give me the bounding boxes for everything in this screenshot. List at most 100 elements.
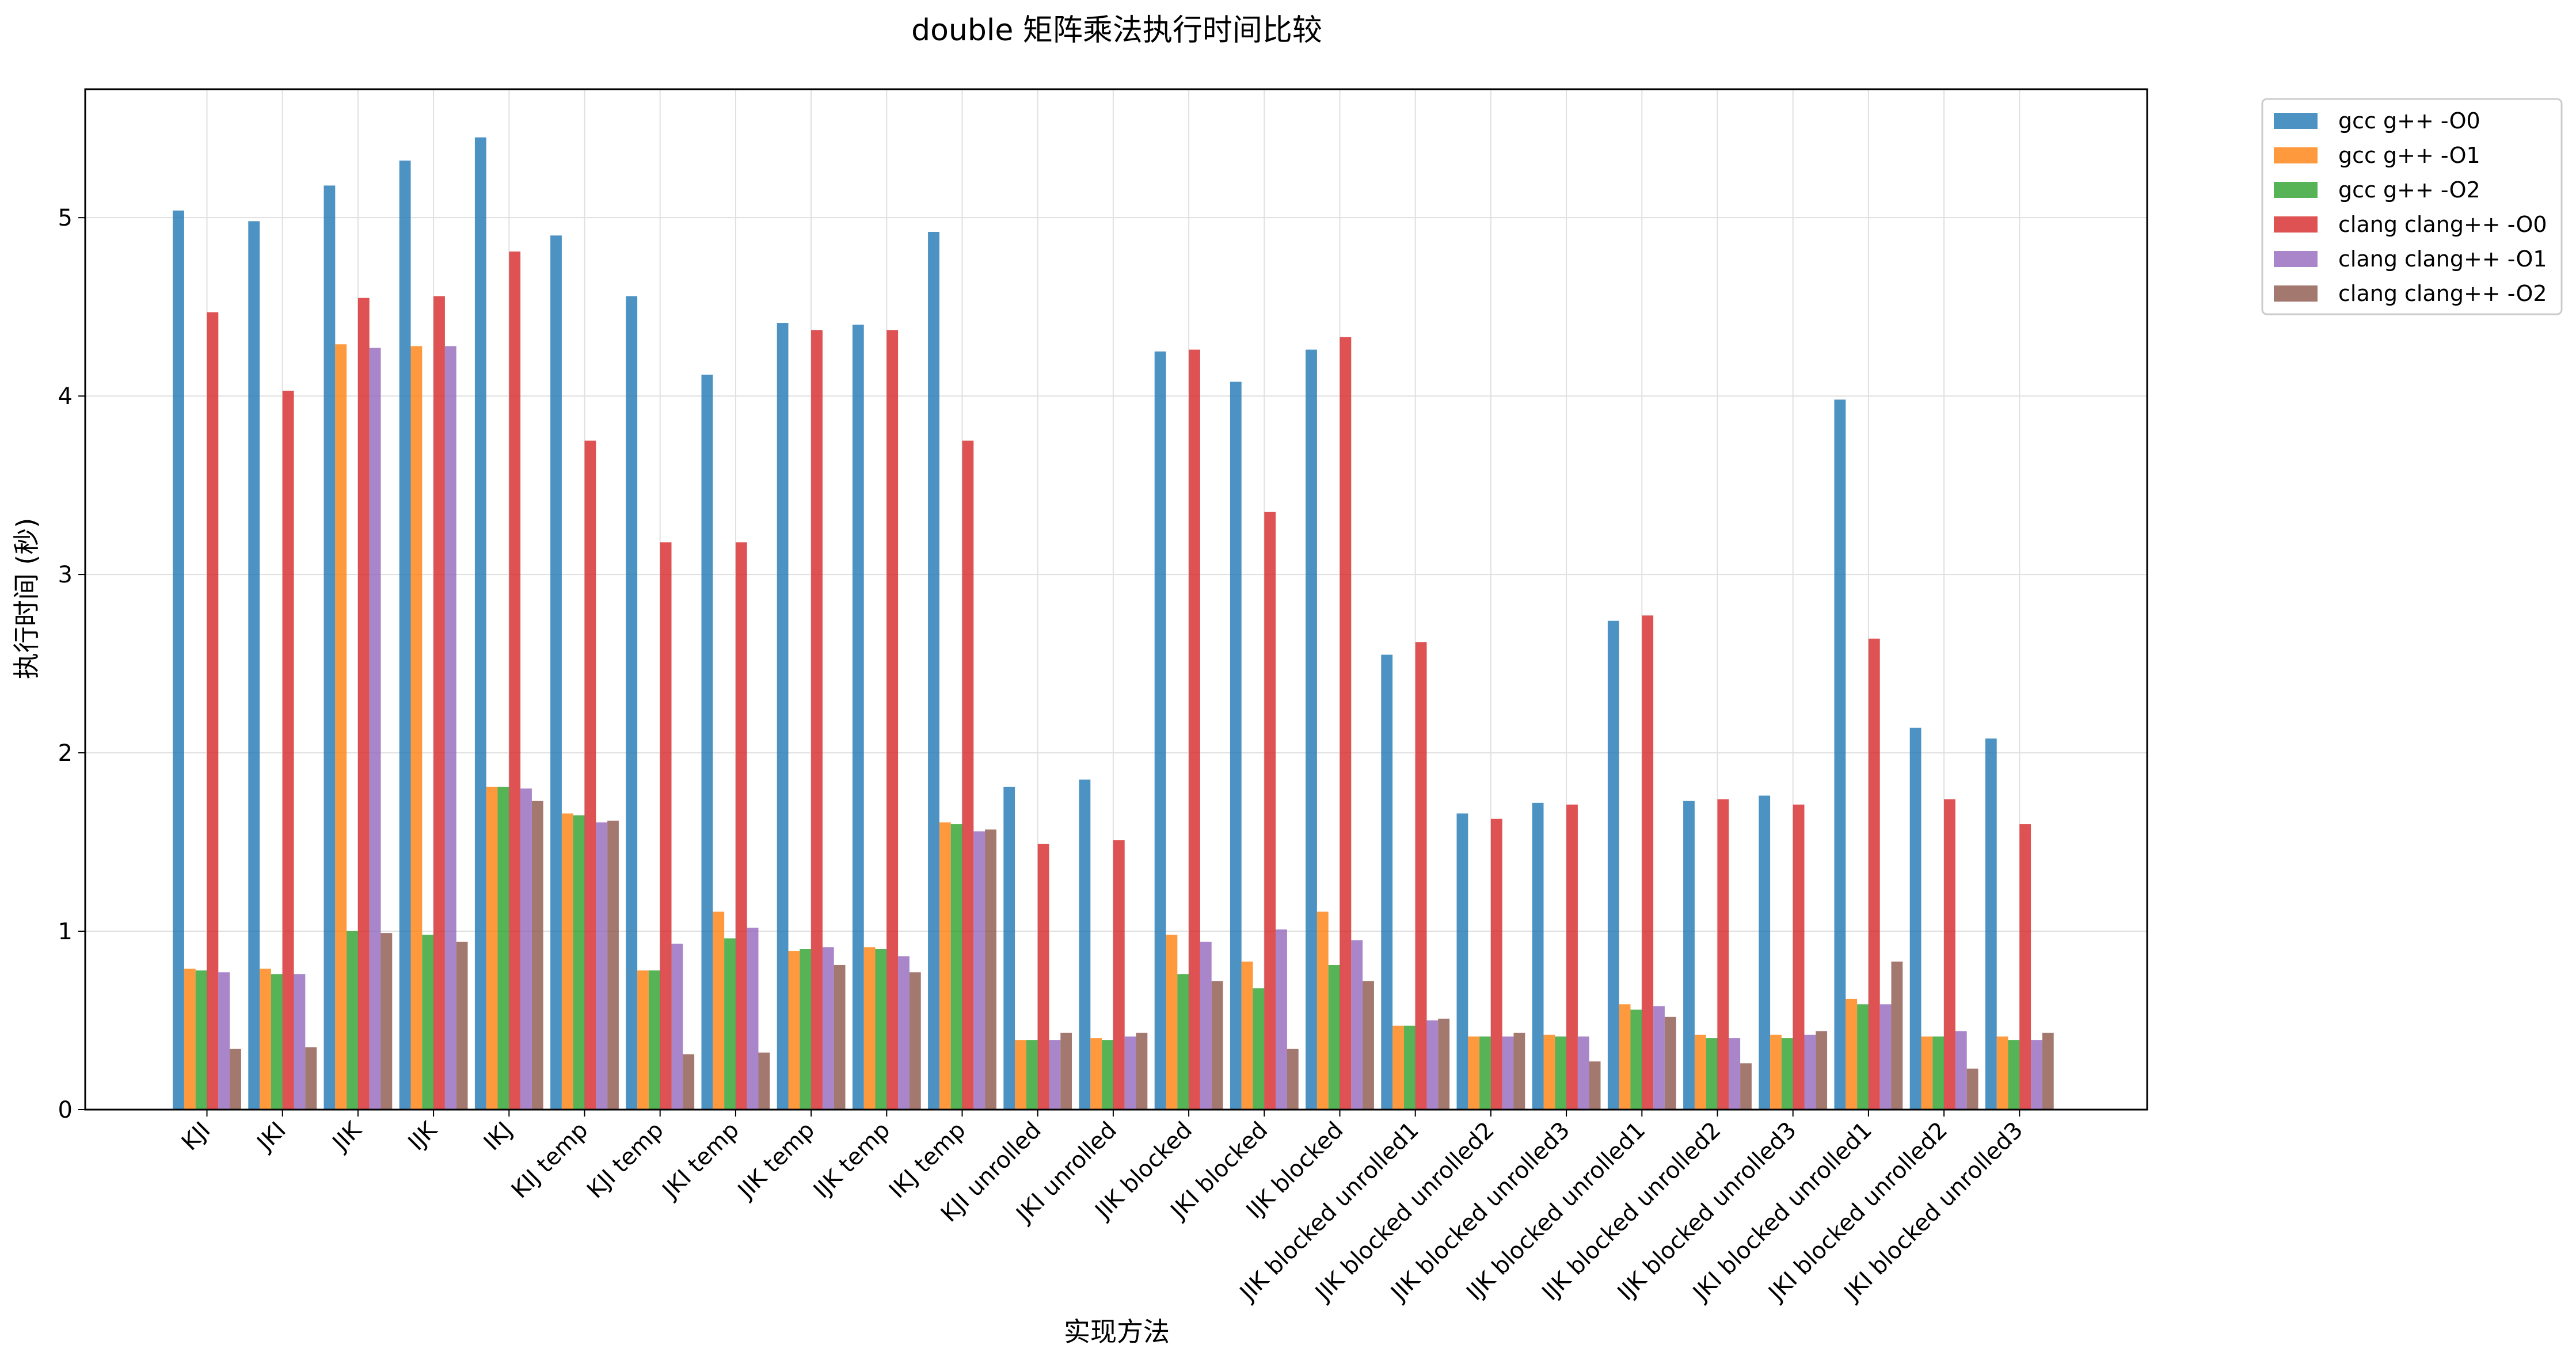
bar	[1513, 1032, 1525, 1110]
bar	[195, 970, 207, 1110]
bar	[1664, 1016, 1676, 1110]
bar	[1003, 786, 1015, 1110]
bar	[474, 137, 486, 1110]
bar	[863, 947, 876, 1110]
bar	[2042, 1032, 2054, 1110]
bar	[671, 943, 683, 1110]
bar	[399, 160, 411, 1110]
bar	[909, 972, 921, 1110]
bar	[1306, 349, 1317, 1110]
bar	[660, 542, 672, 1110]
bar	[1381, 654, 1393, 1110]
bar	[939, 822, 951, 1110]
legend-swatch	[2274, 147, 2318, 163]
bar	[1589, 1061, 1601, 1110]
bar	[758, 1052, 770, 1110]
bar	[357, 298, 370, 1110]
bar	[1211, 981, 1223, 1110]
bar	[1415, 642, 1427, 1110]
bar	[282, 390, 294, 1110]
bar	[1177, 974, 1189, 1110]
legend-label: clang clang++ -O2	[2338, 281, 2547, 306]
bar	[335, 344, 347, 1110]
bar	[1253, 988, 1265, 1110]
legend-frame	[2261, 98, 2563, 315]
bar	[1403, 1026, 1416, 1110]
bar	[531, 801, 543, 1110]
bar	[584, 440, 596, 1110]
bar	[1264, 512, 1276, 1110]
bar	[1642, 615, 1654, 1110]
legend-swatch	[2274, 216, 2318, 233]
bar	[561, 813, 573, 1110]
bar	[1985, 738, 1997, 1110]
bar	[369, 348, 381, 1110]
bar	[607, 820, 619, 1110]
bar	[1846, 999, 1858, 1110]
bar	[173, 210, 184, 1110]
bar	[875, 949, 887, 1110]
bar	[1166, 935, 1178, 1110]
bar	[637, 970, 649, 1110]
bar	[1804, 1034, 1816, 1110]
bar	[1241, 961, 1253, 1110]
bar	[305, 1047, 317, 1110]
bar	[509, 252, 521, 1110]
bar	[550, 235, 562, 1110]
bar	[1136, 1032, 1148, 1110]
bar	[1630, 1009, 1642, 1110]
bar	[800, 949, 812, 1110]
bar	[1392, 1026, 1404, 1110]
chart-title: double 矩阵乘法执行时间比较	[911, 13, 1322, 48]
bar	[822, 947, 834, 1110]
bar	[1944, 799, 1955, 1110]
bar	[1049, 1040, 1061, 1110]
bar	[422, 935, 434, 1110]
bar	[1921, 1036, 1933, 1110]
bar	[1102, 1040, 1113, 1110]
bar	[1468, 1036, 1480, 1110]
bar	[1706, 1038, 1718, 1110]
bar	[184, 969, 196, 1110]
y-tick-label: 0	[58, 1097, 73, 1123]
bar	[294, 974, 306, 1110]
bar	[1555, 1036, 1567, 1110]
bar	[260, 969, 271, 1110]
bar	[1577, 1036, 1589, 1110]
bar	[1079, 779, 1091, 1110]
bar	[380, 933, 393, 1110]
bar	[626, 296, 638, 1110]
bar	[456, 942, 468, 1110]
bar	[1316, 911, 1329, 1110]
bar	[1834, 399, 1846, 1110]
bar	[596, 822, 608, 1110]
bar	[811, 330, 823, 1110]
bar	[683, 1054, 695, 1110]
bar	[497, 786, 509, 1110]
bar	[1566, 804, 1578, 1110]
bar	[1868, 638, 1880, 1110]
bar	[1090, 1038, 1102, 1110]
bar	[1543, 1034, 1555, 1110]
legend-label: gcc g++ -O0	[2338, 108, 2480, 134]
bar	[410, 346, 423, 1110]
bar	[1479, 1036, 1491, 1110]
bar	[444, 346, 456, 1110]
y-tick-label: 3	[58, 562, 73, 588]
bar	[271, 974, 283, 1110]
bar	[207, 312, 219, 1110]
bar	[713, 911, 725, 1110]
bar	[2008, 1040, 2020, 1110]
legend-label: clang clang++ -O1	[2338, 246, 2547, 272]
bar	[230, 1049, 241, 1110]
bar	[950, 824, 962, 1110]
bar	[1276, 929, 1287, 1110]
legend-label: gcc g++ -O1	[2338, 143, 2480, 168]
bar	[1532, 802, 1544, 1110]
bar	[1740, 1063, 1752, 1110]
bar	[1456, 813, 1468, 1110]
bar	[347, 931, 358, 1110]
bar	[1230, 382, 1242, 1110]
bar	[324, 185, 336, 1110]
